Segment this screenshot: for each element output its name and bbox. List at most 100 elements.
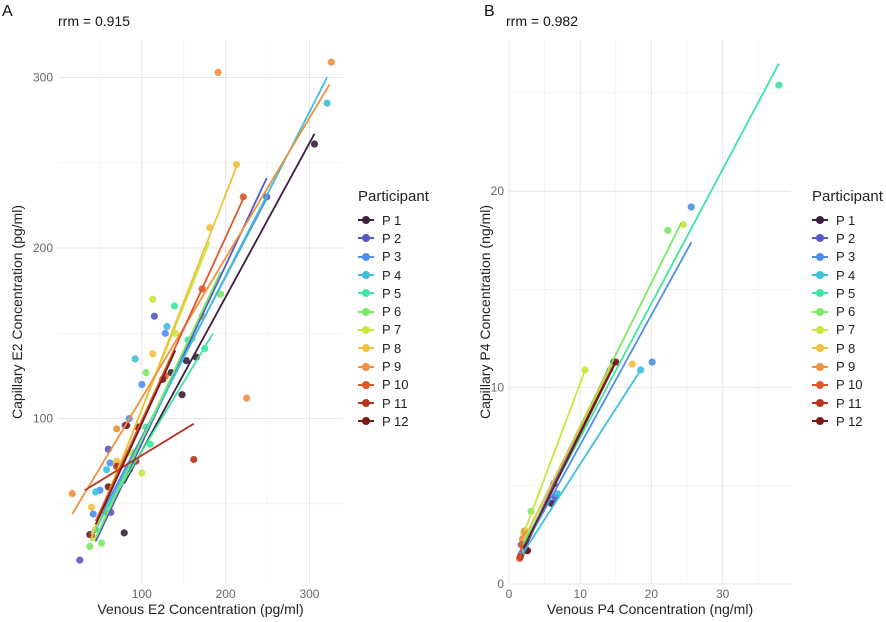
- legend-title: Participant: [358, 188, 429, 205]
- regression-line: [71, 83, 331, 515]
- data-point: [664, 226, 672, 235]
- data-point: [120, 529, 128, 537]
- legend-key-icon: [358, 362, 374, 372]
- regression-line: [522, 361, 617, 550]
- legend-key-icon: [812, 288, 828, 298]
- legend-key-icon: [358, 380, 374, 390]
- data-point: [97, 539, 106, 547]
- y-axis-title: Capillary E2 Concentration (pg/ml): [9, 205, 25, 419]
- legend-item: P 6: [358, 302, 429, 320]
- y-tick-label: 200: [33, 241, 53, 255]
- rrm-annotation: rrm = 0.982: [506, 13, 578, 29]
- data-point: [310, 140, 319, 148]
- legend-label: P 2: [382, 230, 402, 246]
- data-point: [170, 302, 179, 310]
- legend-item: P 12: [812, 412, 883, 430]
- data-point: [86, 542, 94, 551]
- legend-label: P 7: [382, 322, 402, 338]
- data-point: [146, 440, 154, 448]
- legend-item: P 10: [812, 376, 883, 394]
- legend-key-icon: [812, 416, 828, 426]
- legend-label: P 4: [382, 267, 402, 283]
- legend-item: P 9: [812, 357, 883, 375]
- regression-line: [84, 422, 195, 491]
- data-point: [113, 425, 121, 433]
- data-point: [243, 394, 251, 402]
- legend-label: P 5: [382, 285, 402, 301]
- x-tick-label: 30: [716, 587, 730, 601]
- legend-item: P 11: [358, 394, 429, 412]
- legend-label: P 12: [836, 413, 863, 429]
- legend-item: P 5: [358, 284, 429, 302]
- data-point: [190, 455, 198, 464]
- legend-key-icon: [812, 398, 828, 408]
- data-point: [687, 203, 695, 211]
- x-tick-label: 0: [506, 587, 513, 601]
- legend-label: P 8: [382, 340, 402, 356]
- x-tick-label: 100: [132, 587, 152, 601]
- x-axis-title: Venous P4 Concentration (ng/ml): [547, 601, 753, 617]
- regression-line: [94, 194, 246, 522]
- legend-item: P 12: [358, 412, 429, 430]
- legend-label: P 7: [836, 322, 856, 338]
- x-axis-title: Venous E2 Concentration (pg/ml): [97, 601, 303, 617]
- legend-key-icon: [358, 398, 374, 408]
- legend-item: P 2: [812, 229, 883, 247]
- legend-item: P 7: [358, 321, 429, 339]
- legend-key-icon: [812, 215, 828, 225]
- legend-label: P 12: [382, 413, 409, 429]
- regression-line: [123, 133, 316, 484]
- legend-b: Participant P 1 P 2 P 3 P 4 P 5 P 6 P 7 P 8 P 9 P…: [812, 188, 883, 431]
- legend-item: P 5: [812, 284, 883, 302]
- legend-key-icon: [812, 270, 828, 280]
- legend-key-icon: [812, 233, 828, 243]
- data-point: [138, 469, 146, 477]
- data-point: [103, 466, 111, 474]
- legend-key-icon: [358, 288, 374, 298]
- regression-line: [522, 369, 587, 536]
- data-point: [161, 329, 169, 337]
- data-point: [178, 391, 186, 399]
- x-tick-label: 200: [216, 587, 236, 601]
- legend-label: P 10: [382, 377, 409, 393]
- legend-label: P 10: [836, 377, 863, 393]
- regression-line: [521, 530, 526, 540]
- legend-label: P 6: [382, 304, 402, 320]
- data-point: [68, 490, 76, 498]
- data-point: [87, 503, 96, 511]
- legend-key-icon: [358, 307, 374, 317]
- legend-key-icon: [812, 362, 828, 372]
- legend-item: P 4: [812, 266, 883, 284]
- legend-label: P 6: [836, 304, 856, 320]
- data-point: [775, 81, 783, 89]
- legend-label: P 1: [836, 212, 856, 228]
- legend-item: P 1: [812, 211, 883, 229]
- panel-label: A: [2, 3, 13, 20]
- rrm-annotation: rrm = 0.915: [58, 13, 130, 29]
- regression-line: [518, 544, 523, 559]
- legend-item: P 1: [358, 211, 429, 229]
- y-tick-label: 10: [491, 381, 505, 395]
- legend-label: P 3: [382, 249, 402, 265]
- data-point: [327, 58, 335, 66]
- data-point: [89, 510, 97, 518]
- legend-item: P 8: [358, 339, 429, 357]
- data-point: [150, 312, 158, 320]
- legend-key-icon: [358, 233, 374, 243]
- x-tick-label: 300: [299, 587, 319, 601]
- legend-key-icon: [358, 252, 374, 262]
- legend-item: P 2: [358, 229, 429, 247]
- legend-item: P 11: [812, 394, 883, 412]
- legend-item: P 3: [358, 248, 429, 266]
- panel-label: B: [484, 3, 495, 20]
- legend-item: P 4: [358, 266, 429, 284]
- data-point: [628, 360, 636, 368]
- legend-item: P 3: [812, 248, 883, 266]
- data-point: [106, 459, 114, 467]
- legend-title: Participant: [812, 188, 883, 205]
- legend-label: P 3: [836, 249, 856, 265]
- legend-item: P 7: [812, 321, 883, 339]
- legend-key-icon: [812, 252, 828, 262]
- legend-label: P 9: [836, 359, 856, 375]
- data-point: [76, 556, 84, 564]
